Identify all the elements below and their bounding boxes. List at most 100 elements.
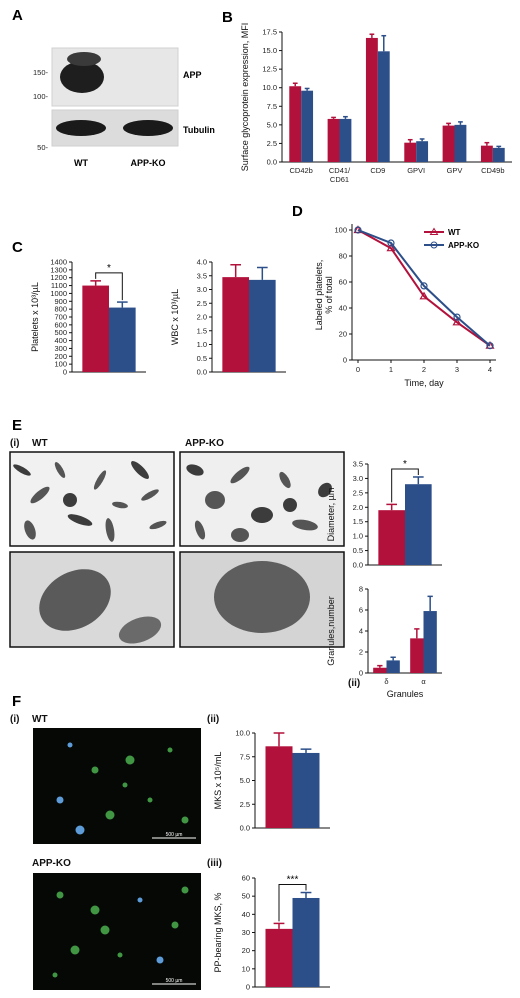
em-platelet-20 bbox=[231, 528, 249, 542]
d-legend-marker-0 bbox=[429, 227, 439, 235]
fluor-spot-13 bbox=[171, 921, 179, 929]
eii-ytick-label-7: 3.5 bbox=[353, 460, 363, 469]
d-legend-label-0: WT bbox=[448, 228, 461, 237]
em-platelet-5 bbox=[112, 501, 128, 509]
fluor-spot-12 bbox=[137, 897, 143, 903]
b-xtick-label-2-0: CD9 bbox=[370, 166, 385, 175]
panel-label-a: A bbox=[12, 7, 23, 24]
d-pt-s1-0 bbox=[354, 226, 362, 234]
fiii-sig-bracket bbox=[278, 884, 307, 922]
f-sub-i: (i) bbox=[10, 714, 19, 725]
eii-ytick-label-6: 3.0 bbox=[353, 474, 363, 483]
fluor-wt bbox=[33, 728, 201, 844]
d-ylabel-1: % of total bbox=[324, 276, 334, 314]
fii-ytick-label-4: 10.0 bbox=[235, 729, 250, 738]
c1-ytick-label-10: 1000 bbox=[50, 289, 67, 298]
lane-label-ko: APP-KO bbox=[130, 158, 165, 168]
d-ytick-label-0: 0 bbox=[343, 356, 347, 365]
fiii-bar-s0-c0 bbox=[265, 928, 293, 987]
em-platelet-2 bbox=[54, 462, 66, 478]
c1-ytick-label-0: 0 bbox=[63, 368, 67, 377]
fiii-ytick-label-2: 20 bbox=[242, 946, 250, 955]
d-pt-s0-3 bbox=[452, 317, 462, 326]
em-platelet-15 bbox=[251, 507, 273, 523]
em-platelet-16 bbox=[279, 471, 291, 489]
eii-ytick-label-0: 0.0 bbox=[353, 561, 363, 570]
b-bar-s0-c4 bbox=[442, 125, 455, 162]
d-xtick-label-1: 1 bbox=[389, 365, 393, 374]
c2-ytick-label-8: 4.0 bbox=[197, 258, 207, 267]
b-xtick-label-5-0: CD49b bbox=[481, 166, 504, 175]
fiii-ytick-label-6: 60 bbox=[242, 874, 250, 883]
d-xtick-label-4: 4 bbox=[488, 365, 492, 374]
panel-label-c1: C bbox=[12, 239, 23, 256]
c1-ytick-label-8: 800 bbox=[54, 305, 67, 314]
d-legend-marker-1 bbox=[430, 241, 438, 249]
c1-ytick-label-4: 400 bbox=[54, 336, 67, 345]
blot-label-app: APP bbox=[183, 70, 202, 80]
scalebar-ko-label: 500 µm bbox=[166, 978, 183, 984]
eiii-xtick-label-0-0: δ bbox=[384, 677, 388, 686]
c2-ylabel: WBC x 10³/µL bbox=[170, 289, 180, 345]
fluor-spot-16 bbox=[156, 956, 164, 964]
fii-ytick-label-0: 0.0 bbox=[240, 824, 250, 833]
b-bar-s1-c4 bbox=[454, 124, 467, 162]
d-pt-s0-1 bbox=[386, 243, 396, 252]
d-xlabel: Time, day bbox=[404, 378, 444, 388]
d-line-s0 bbox=[357, 229, 491, 347]
blot-label-tubulin: Tubulin bbox=[183, 125, 215, 135]
eiii-xlabel: Granules bbox=[387, 689, 424, 699]
c2-ytick-label-7: 3.5 bbox=[197, 271, 207, 280]
em-platelet-cells bbox=[13, 461, 332, 542]
b-bar-s1-c3 bbox=[416, 141, 429, 162]
eiii-ytick-label-3: 6 bbox=[359, 606, 363, 615]
panel-label-d: D bbox=[292, 203, 303, 220]
fluor-spot-1 bbox=[91, 766, 99, 774]
em-platelet-14 bbox=[230, 466, 250, 484]
eii-sig-label: * bbox=[403, 459, 407, 470]
eiii-ytick-label-2: 4 bbox=[359, 627, 363, 636]
d-pt-s0-2 bbox=[419, 291, 429, 300]
d-ytick-label-1: 20 bbox=[339, 330, 347, 339]
c2-ytick-label-5: 2.5 bbox=[197, 299, 207, 308]
em-platelet-13 bbox=[205, 491, 225, 509]
eiii-ytick-label-0: 0 bbox=[359, 669, 363, 678]
fluor-spot-2 bbox=[125, 755, 135, 765]
em-platelet-4 bbox=[93, 470, 107, 490]
fii-ytick-label-2: 5.0 bbox=[240, 776, 250, 785]
d-pt-s1-3 bbox=[453, 313, 461, 321]
fiii-ytick-label-4: 40 bbox=[242, 910, 250, 919]
panel-label-b: B bbox=[222, 9, 233, 26]
fluor-spot-10 bbox=[56, 891, 64, 899]
em-cell-wt bbox=[39, 569, 111, 631]
em-platelet-12 bbox=[186, 464, 204, 476]
fluor-spot-5 bbox=[105, 810, 115, 820]
em-platelet-21 bbox=[283, 498, 297, 512]
c1-bar-s1-c0 bbox=[109, 307, 136, 372]
em-platelet-9 bbox=[63, 493, 77, 507]
b-ytick-label-4: 10.0 bbox=[262, 83, 277, 92]
f-wt-label: WT bbox=[32, 714, 48, 725]
fii-bar-s1-c0 bbox=[292, 752, 320, 828]
fluor-spot-6 bbox=[147, 797, 153, 803]
d-ytick-label-4: 80 bbox=[339, 252, 347, 261]
c2-ytick-label-0: 0.0 bbox=[197, 368, 207, 377]
em-platelet-8 bbox=[24, 520, 36, 540]
b-ytick-label-3: 7.5 bbox=[267, 102, 277, 111]
fluor-spot-8 bbox=[75, 825, 85, 835]
fii-ylabel: MKS x 10⁵/mL bbox=[213, 752, 223, 810]
blot-app-band-wt-upper bbox=[67, 52, 101, 66]
f-ko-label: APP-KO bbox=[32, 858, 71, 869]
em-platelet-11 bbox=[141, 489, 159, 501]
em-platelet-19 bbox=[194, 520, 206, 540]
panel-label-e: E bbox=[12, 417, 22, 434]
marker-150: 150- bbox=[33, 68, 49, 77]
d-ytick-label-5: 100 bbox=[334, 226, 347, 235]
c1-sig-label: * bbox=[107, 263, 111, 274]
f-sub-ii: (ii) bbox=[207, 714, 219, 725]
d-ylabel-0: Labeled platelets, bbox=[314, 260, 324, 331]
em-platelet-18 bbox=[318, 482, 332, 498]
fii-ytick-label-1: 2.5 bbox=[240, 800, 250, 809]
b-bar-s0-c2 bbox=[365, 37, 378, 162]
